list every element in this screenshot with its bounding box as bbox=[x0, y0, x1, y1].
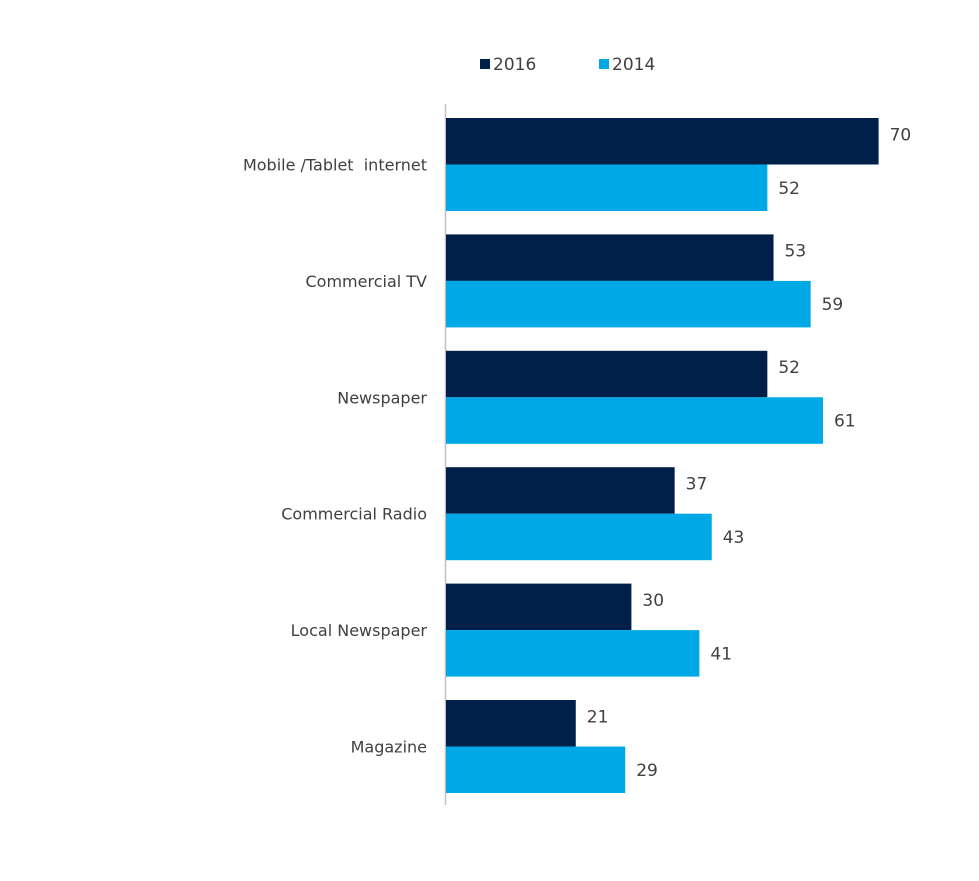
value-label: 30 bbox=[642, 591, 664, 611]
value-label: 37 bbox=[686, 474, 708, 494]
bar-2016 bbox=[446, 118, 879, 165]
legend-swatch-2014 bbox=[599, 59, 609, 69]
bar-2014 bbox=[446, 397, 823, 444]
value-label: 61 bbox=[834, 412, 856, 432]
bar-2016 bbox=[446, 467, 675, 514]
category-labels: Mobile /Tablet internet Commercial TV News… bbox=[243, 156, 427, 757]
bar-2014 bbox=[446, 164, 768, 211]
category-label: Mobile /Tablet internet bbox=[243, 156, 427, 175]
legend-swatch-2016 bbox=[480, 59, 490, 69]
value-labels: 70 52 53 59 52 61 37 43 30 41 21 29 bbox=[587, 125, 911, 781]
category-label: Local Newspaper bbox=[291, 621, 428, 640]
bars bbox=[446, 118, 879, 793]
value-label: 52 bbox=[778, 358, 800, 378]
value-label: 43 bbox=[723, 528, 745, 548]
value-label: 29 bbox=[636, 761, 658, 781]
bar-2016 bbox=[446, 350, 768, 398]
category-label: Commercial TV bbox=[306, 272, 428, 291]
bar-2014 bbox=[446, 746, 626, 793]
category-label: Magazine bbox=[351, 738, 427, 757]
legend: 2016 2014 bbox=[480, 55, 655, 75]
bar-2016 bbox=[446, 583, 632, 631]
value-label: 52 bbox=[778, 179, 800, 199]
bar-2014 bbox=[446, 280, 811, 328]
value-label: 21 bbox=[587, 707, 609, 727]
value-label: 59 bbox=[822, 295, 844, 315]
value-label: 53 bbox=[785, 242, 807, 262]
category-label: Commercial Radio bbox=[281, 505, 427, 524]
legend-label-2014: 2014 bbox=[612, 55, 655, 75]
bar-2014 bbox=[446, 630, 700, 677]
value-label: 70 bbox=[890, 125, 912, 145]
legend-label-2016: 2016 bbox=[493, 55, 536, 75]
bar-2016 bbox=[446, 700, 576, 747]
value-label: 41 bbox=[710, 644, 732, 664]
bar-2016 bbox=[446, 234, 774, 281]
category-label: Newspaper bbox=[337, 388, 427, 407]
bar-2014 bbox=[446, 513, 712, 561]
